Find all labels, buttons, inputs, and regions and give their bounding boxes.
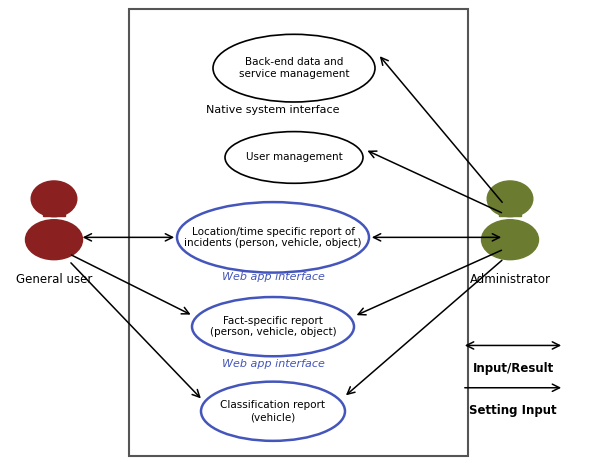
Text: User management: User management [245, 152, 343, 163]
Text: Native system interface: Native system interface [206, 105, 340, 116]
Ellipse shape [225, 132, 363, 183]
Ellipse shape [482, 220, 539, 259]
Text: Web app interface: Web app interface [221, 359, 325, 369]
Text: Administrator: Administrator [470, 273, 551, 286]
Circle shape [31, 181, 77, 217]
Circle shape [487, 181, 533, 217]
Ellipse shape [177, 202, 369, 273]
Ellipse shape [192, 297, 354, 356]
Bar [43, 204, 65, 216]
Text: Web app interface: Web app interface [221, 272, 325, 282]
Ellipse shape [25, 220, 83, 259]
Bar [499, 204, 521, 216]
Ellipse shape [213, 34, 375, 102]
Text: Setting Input: Setting Input [469, 404, 557, 417]
FancyBboxPatch shape [129, 9, 468, 456]
Ellipse shape [201, 382, 345, 441]
Text: Back-end data and
service management: Back-end data and service management [239, 57, 349, 79]
Text: Location/time specific report of
incidents (person, vehicle, object): Location/time specific report of inciden… [184, 227, 362, 248]
Text: Fact-specific report
(person, vehicle, object): Fact-specific report (person, vehicle, o… [209, 316, 337, 337]
Text: Classification report
(vehicle): Classification report (vehicle) [221, 400, 325, 422]
Text: General user: General user [16, 273, 92, 286]
Text: Input/Result: Input/Result [472, 362, 554, 375]
